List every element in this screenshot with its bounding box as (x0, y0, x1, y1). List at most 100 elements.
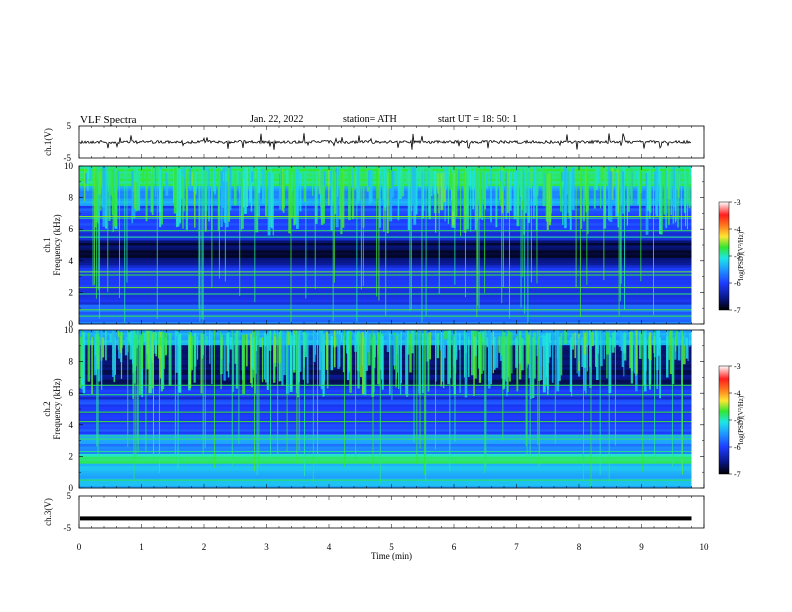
ch1spec-sferic (455, 168, 458, 217)
ch2spec-row (79, 441, 692, 444)
ch1spec-sferic (262, 169, 265, 204)
ch1spec-row (79, 316, 692, 320)
ch2spec-sferic (388, 332, 391, 395)
ch2spec-row (79, 446, 692, 449)
ch1spec-sferic (499, 168, 501, 201)
ch2spec-row (79, 423, 692, 427)
ch1spec-sferic (474, 173, 477, 230)
ch1spec-sferic (133, 166, 136, 182)
ch2spec-sferic (286, 333, 290, 394)
ch1spec-stroke (410, 166, 412, 311)
ch2spec-sferic (306, 331, 309, 384)
ch2spec-colorbar (718, 365, 730, 475)
ch2spec-sferic (94, 334, 98, 356)
ch1spec-sferic (603, 168, 607, 229)
ch2spec-stroke (416, 330, 418, 465)
ch2spec-sferic (545, 333, 549, 378)
ch2spec-sferic (471, 330, 475, 376)
ch2spec-sferic (621, 332, 624, 367)
x-tick-label: 0 (77, 542, 82, 552)
ch1spec-sferic (214, 166, 216, 195)
ch2spec-sferic (129, 331, 133, 360)
ch2spec-sferic (386, 331, 390, 352)
ch2spec-row (79, 438, 692, 442)
ch1spec-stroke (425, 166, 427, 317)
ch1spec-sferic (167, 168, 170, 181)
ch2spec-sferic (677, 330, 681, 361)
ch2spec-sferic (633, 335, 636, 374)
ch2spec-colorbar-tick-label: -7 (734, 470, 741, 479)
ch2spec-stroke (554, 330, 556, 445)
ch2spec-sferic (264, 332, 267, 347)
ch1spec-sferic (689, 166, 691, 184)
ch2spec-sferic (623, 337, 625, 377)
ch1spec-sferic (460, 173, 462, 237)
ch1spec-sferic (318, 169, 322, 195)
ch1spec-row (79, 319, 692, 322)
ch1spec-sferic (100, 170, 102, 211)
ch1spec-sferic (257, 170, 261, 216)
ch2spec-sferic (132, 336, 134, 399)
ch1spec-sferic (293, 168, 297, 225)
ch2spec-stroke (379, 330, 381, 484)
ch1spec-sferic (282, 170, 285, 213)
ch1spec-sferic (470, 173, 472, 232)
ch2spec-sferic (623, 333, 626, 354)
ch1spec-colorbar-tick-label: -3 (734, 198, 741, 207)
ch2spec-sferic (683, 334, 685, 346)
ch1spec-sferic (165, 172, 169, 196)
ch1spec-ylabel-channel: ch.1 (42, 237, 52, 252)
ch2spec-row (79, 332, 692, 336)
ch2spec-row (79, 334, 692, 338)
ch2spec-sferic (576, 331, 578, 374)
ch2spec-row (79, 470, 692, 474)
ch2spec-sferic (209, 330, 211, 364)
ch1spec-sferic (150, 173, 153, 213)
ch1spec-sferic (241, 167, 244, 229)
ch2spec-sferic (429, 332, 432, 360)
ch1spec-sferic (112, 168, 114, 232)
ch2spec-sferic (114, 337, 116, 375)
ch2spec-row (79, 421, 692, 425)
ch2spec-stroke (538, 330, 540, 467)
ch2spec-stroke (256, 330, 258, 476)
ch1spec-stroke (652, 166, 654, 315)
ch1spec-sferic (231, 170, 234, 181)
ch1spec-sferic (281, 168, 284, 212)
ch2spec-sferic (286, 331, 290, 345)
ch2spec-row (79, 458, 692, 462)
ch2spec-sferic (533, 332, 536, 379)
ch1spec-sferic (480, 171, 482, 217)
ch2spec-sferic (304, 333, 308, 358)
ch2spec-row (79, 381, 692, 385)
ch1spec-sferic (609, 171, 613, 223)
ch3v-frame (78, 495, 705, 529)
ch2spec-sferic (440, 330, 442, 351)
ch1spec-sferic (646, 170, 650, 211)
ch1spec-sferic (351, 166, 355, 220)
ch1spec-stroke (224, 166, 226, 282)
ch2spec-stroke (286, 330, 288, 452)
ch2spec-sferic (188, 337, 191, 389)
ch2spec-sferic (495, 335, 499, 368)
ch2spec-row (79, 406, 692, 410)
ch2spec-stroke (425, 330, 427, 482)
ch2spec-row (79, 436, 692, 440)
ch2spec-stroke (355, 330, 357, 464)
ch1spec-sferic (400, 167, 403, 177)
ch2spec-sferic (165, 332, 168, 355)
ch2spec-row (79, 376, 692, 380)
ch2spec-sferic (255, 335, 258, 352)
ch2spec-sferic (289, 336, 293, 393)
ch1spec-sferic (452, 173, 456, 226)
ch2spec-row (79, 347, 692, 351)
ch1spec-sferic (386, 172, 389, 234)
ch2spec-stroke (254, 330, 256, 472)
ch2spec-sferic (648, 337, 651, 390)
ch1spec-sferic (217, 172, 220, 232)
ch2spec-sferic (493, 336, 496, 370)
ch2spec-sferic (418, 334, 420, 394)
ch2spec-sferic (281, 330, 284, 387)
ch1spec-sferic (473, 168, 476, 190)
ch1spec-sferic (561, 171, 563, 182)
